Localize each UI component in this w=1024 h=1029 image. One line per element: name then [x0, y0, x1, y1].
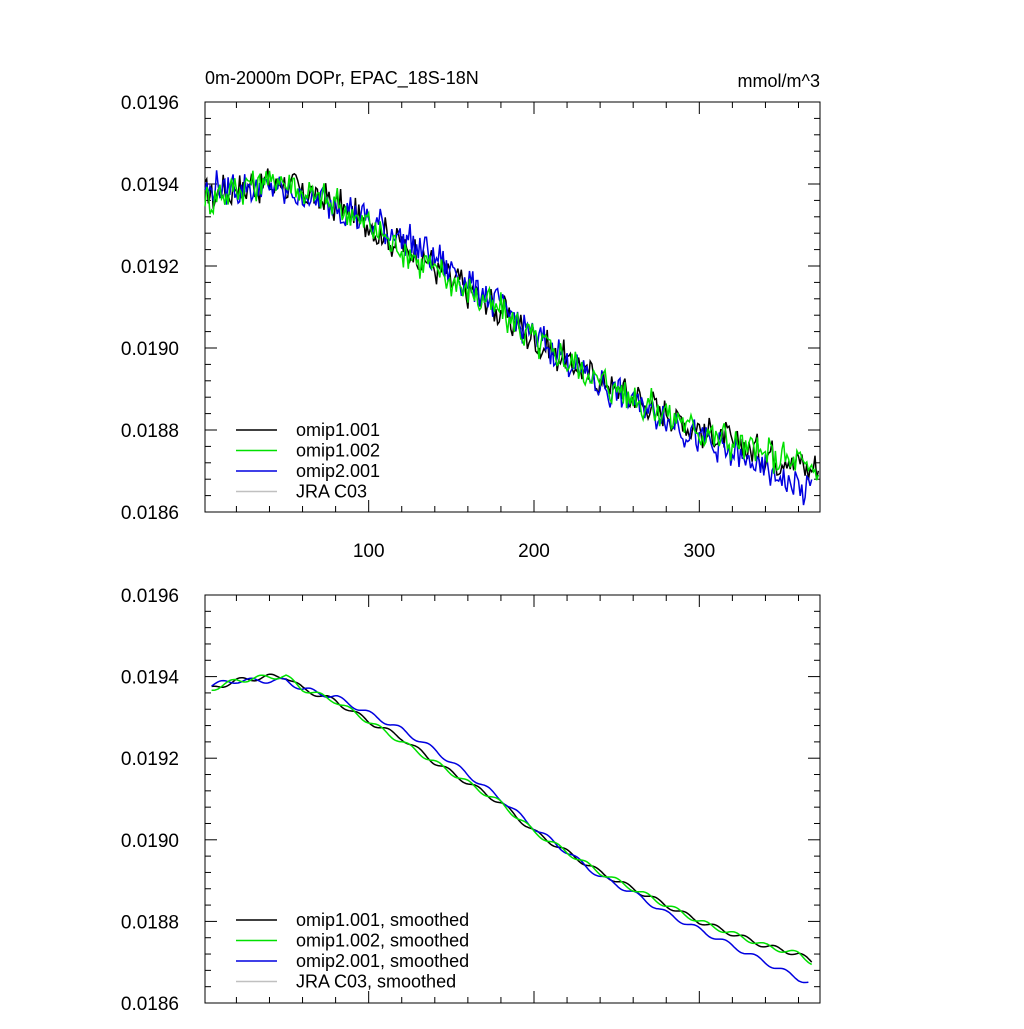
- y-tick-label: 0.0190: [121, 339, 179, 360]
- legend-label: JRA C03, smoothed: [296, 972, 456, 992]
- chart-title: 0m-2000m DOPr, EPAC_18S-18N: [205, 68, 479, 89]
- y-tick-label: 0.0188: [121, 912, 179, 933]
- y-tick-label: 0.0196: [121, 93, 179, 114]
- legend-label: omip1.002, smoothed: [296, 931, 469, 951]
- bottom-panel: 0.0186 0.0188 0.0190 0.0192 0.0194 0.0196 omip…: [121, 586, 821, 1015]
- y-tick-label: 0.0186: [121, 994, 179, 1015]
- top-panel: 0.0186 0.0188 0.0190 0.0192 0.0194 0.0196 100 2…: [121, 68, 821, 562]
- series-line-omip1-002-smoothed: [211, 674, 813, 966]
- legend-label: JRA C03: [296, 482, 367, 502]
- y-tick-label: 0.0194: [121, 175, 180, 196]
- y-tick-label: 0.0188: [121, 421, 179, 442]
- x-tick-label: 100: [353, 541, 385, 562]
- y-tick-label: 0.0192: [121, 749, 179, 770]
- legend-label: omip2.001: [296, 461, 380, 481]
- y-tick-label: 0.0186: [121, 503, 179, 524]
- plot-frame: [204, 594, 821, 1004]
- series-line-omip1-001: [204, 168, 820, 481]
- legend-label: omip1.001, smoothed: [296, 910, 469, 930]
- series-line-omip2-001-smoothed: [211, 677, 809, 984]
- y-tick-label: 0.0192: [121, 257, 179, 278]
- series-line-omip1-002: [204, 170, 820, 481]
- x-tick-label: 300: [683, 541, 715, 562]
- units-label: mmol/m^3: [738, 71, 820, 91]
- y-tick-label: 0.0194: [121, 668, 180, 689]
- y-tick-label: 0.0196: [121, 586, 179, 607]
- legend-label: omip1.002: [296, 441, 380, 461]
- y-tick-label: 0.0190: [121, 831, 179, 852]
- legend-label: omip2.001, smoothed: [296, 951, 469, 971]
- plot-frame: [204, 101, 821, 513]
- legend-label: omip1.001: [296, 420, 380, 440]
- x-tick-label: 200: [518, 541, 550, 562]
